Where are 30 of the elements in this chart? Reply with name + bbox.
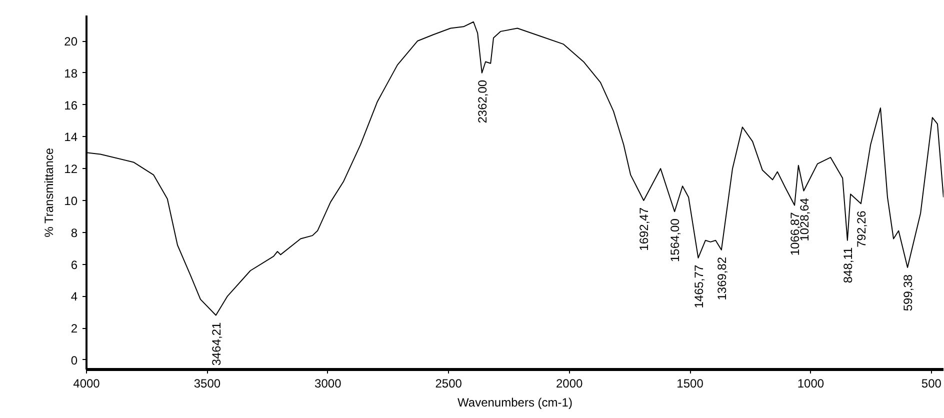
annotation: 2362,00 — [475, 80, 490, 124]
y-tick-label: 12 — [64, 162, 78, 176]
y-tick-label: 4 — [70, 290, 78, 304]
y-tick-label: 20 — [64, 34, 78, 49]
x-tick-label: 1000 — [797, 376, 824, 390]
annotation: 599,38 — [900, 274, 915, 312]
annotation: 1465,77 — [692, 264, 706, 308]
annotation: 792,26 — [854, 210, 868, 248]
x-tick-label: 2000 — [556, 376, 583, 390]
annotation: 1564,00 — [668, 218, 682, 262]
x-tick-label: 2500 — [435, 376, 462, 390]
x-tick-label: 3500 — [194, 376, 221, 390]
x-tick-label: 4000 — [73, 376, 100, 390]
y-axis-title: % Transmittance — [42, 148, 56, 238]
y-tick-label: 0 — [70, 353, 78, 368]
y-tick-label: 2 — [70, 322, 78, 336]
annotation: 848,11 — [840, 247, 855, 284]
x-tick-label: 500 — [921, 376, 942, 390]
annotation: 1369,82 — [714, 256, 729, 300]
y-tick-label: 14 — [64, 130, 78, 144]
y-tick-label: 10 — [64, 194, 78, 208]
y-tick-label: 6 — [70, 258, 78, 272]
annotation: 1692,47 — [637, 207, 652, 251]
x-axis-title: Wavenumbers (cm-1) — [458, 396, 572, 410]
x-tick-label: 3000 — [314, 376, 342, 390]
x-tick-label: 1500 — [676, 376, 704, 390]
y-tick-label: 16 — [64, 98, 78, 112]
annotation: 3464,21 — [209, 322, 224, 366]
y-tick-label: 18 — [64, 66, 78, 80]
y-tick-label: 8 — [70, 226, 78, 240]
